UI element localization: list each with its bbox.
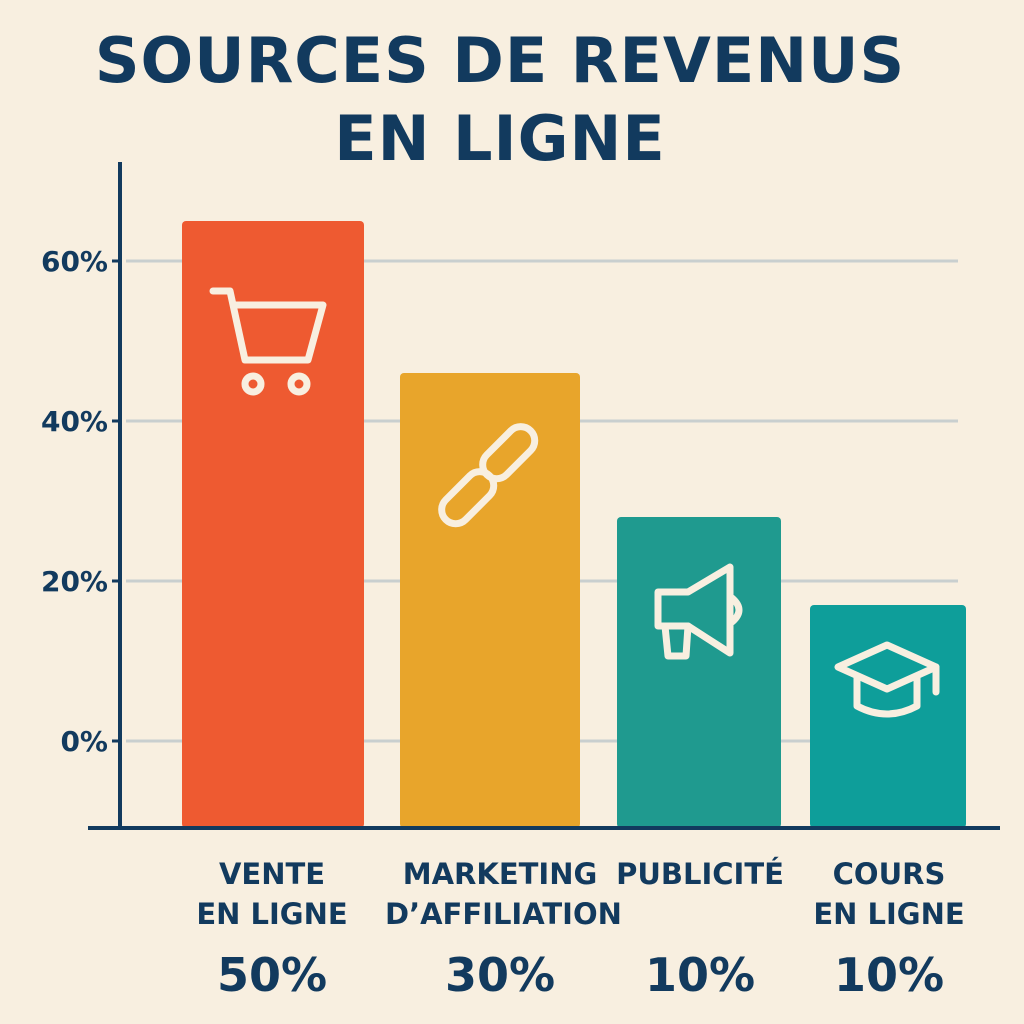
bar	[400, 373, 580, 828]
graduation-cap-icon	[834, 641, 940, 718]
megaphone-icon	[654, 563, 743, 660]
shopping-cart-icon	[209, 287, 327, 396]
link-icon	[438, 423, 539, 528]
chart-title: SOURCES DE REVENUS EN LIGNE	[94, 24, 906, 175]
category-label: COURS EN LIGNE	[813, 857, 965, 931]
y-tick-label: 40%	[41, 405, 108, 438]
category-label: MARKETING D’AFFILIATION	[385, 857, 622, 931]
bar	[182, 221, 364, 828]
category-label: PUBLICITÉ	[616, 857, 784, 891]
y-tick-label: 0%	[60, 725, 108, 758]
y-tick-label: 20%	[41, 565, 108, 598]
value-label: 10%	[833, 948, 945, 1002]
value-label: 10%	[644, 948, 756, 1002]
bar	[617, 517, 781, 828]
category-label: VENTE EN LIGNE	[196, 857, 348, 931]
y-tick-label: 60%	[41, 245, 108, 278]
value-label: 50%	[216, 948, 328, 1002]
value-label: 30%	[444, 948, 556, 1002]
